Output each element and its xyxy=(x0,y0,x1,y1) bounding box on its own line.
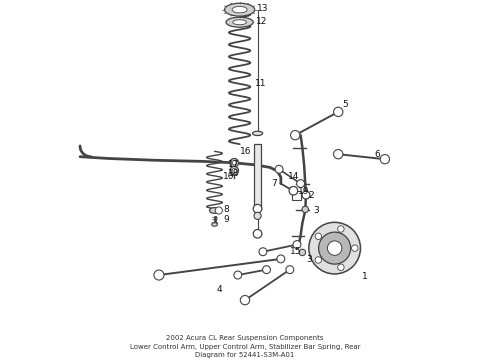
Circle shape xyxy=(253,229,262,238)
Circle shape xyxy=(289,186,298,195)
Text: 6: 6 xyxy=(374,150,380,159)
Circle shape xyxy=(253,204,262,213)
Text: 5: 5 xyxy=(342,100,347,109)
Text: 2: 2 xyxy=(309,190,315,199)
Text: 10: 10 xyxy=(223,172,234,181)
Text: 16: 16 xyxy=(240,147,251,156)
Circle shape xyxy=(351,245,358,251)
Circle shape xyxy=(232,161,236,165)
Circle shape xyxy=(230,158,239,167)
Circle shape xyxy=(254,212,261,220)
Text: 12: 12 xyxy=(256,17,267,26)
Ellipse shape xyxy=(212,223,218,226)
Circle shape xyxy=(275,165,283,173)
Text: 2002 Acura CL Rear Suspension Components
Lower Control Arm, Upper Control Arm, S: 2002 Acura CL Rear Suspension Components… xyxy=(130,335,360,358)
FancyBboxPatch shape xyxy=(254,144,261,209)
Circle shape xyxy=(230,166,239,175)
Text: 11: 11 xyxy=(255,79,267,88)
Text: 19: 19 xyxy=(298,187,310,196)
Circle shape xyxy=(302,191,310,199)
Circle shape xyxy=(302,206,309,213)
Circle shape xyxy=(291,131,300,140)
Circle shape xyxy=(234,271,242,279)
Circle shape xyxy=(215,207,222,214)
Text: 9: 9 xyxy=(223,215,229,224)
Circle shape xyxy=(240,296,250,305)
Text: 8: 8 xyxy=(223,205,229,214)
Circle shape xyxy=(309,222,361,274)
Text: 3: 3 xyxy=(313,206,319,215)
Circle shape xyxy=(263,266,270,274)
Text: 17: 17 xyxy=(228,161,240,170)
Text: 4: 4 xyxy=(216,285,222,294)
Ellipse shape xyxy=(232,6,247,13)
Text: 3: 3 xyxy=(306,255,312,264)
Ellipse shape xyxy=(226,17,253,27)
Text: 18: 18 xyxy=(228,169,240,178)
Circle shape xyxy=(154,270,164,280)
Circle shape xyxy=(299,249,306,256)
Ellipse shape xyxy=(252,131,263,135)
Ellipse shape xyxy=(224,3,255,16)
Circle shape xyxy=(315,233,321,239)
Circle shape xyxy=(315,257,321,263)
Circle shape xyxy=(286,266,294,274)
Circle shape xyxy=(296,180,304,188)
Circle shape xyxy=(334,149,343,159)
Circle shape xyxy=(334,107,343,117)
Circle shape xyxy=(327,241,342,255)
Circle shape xyxy=(338,226,344,232)
Circle shape xyxy=(232,168,236,173)
Circle shape xyxy=(338,264,344,270)
Ellipse shape xyxy=(233,20,246,25)
Circle shape xyxy=(318,232,351,264)
Circle shape xyxy=(293,240,301,248)
Text: 13: 13 xyxy=(256,4,268,13)
Text: 7: 7 xyxy=(271,179,276,188)
Text: 1: 1 xyxy=(362,272,368,281)
Circle shape xyxy=(259,248,267,256)
Circle shape xyxy=(380,154,390,164)
Circle shape xyxy=(277,255,285,263)
Ellipse shape xyxy=(210,208,220,213)
Text: 15: 15 xyxy=(290,247,301,256)
Text: 14: 14 xyxy=(288,172,299,181)
